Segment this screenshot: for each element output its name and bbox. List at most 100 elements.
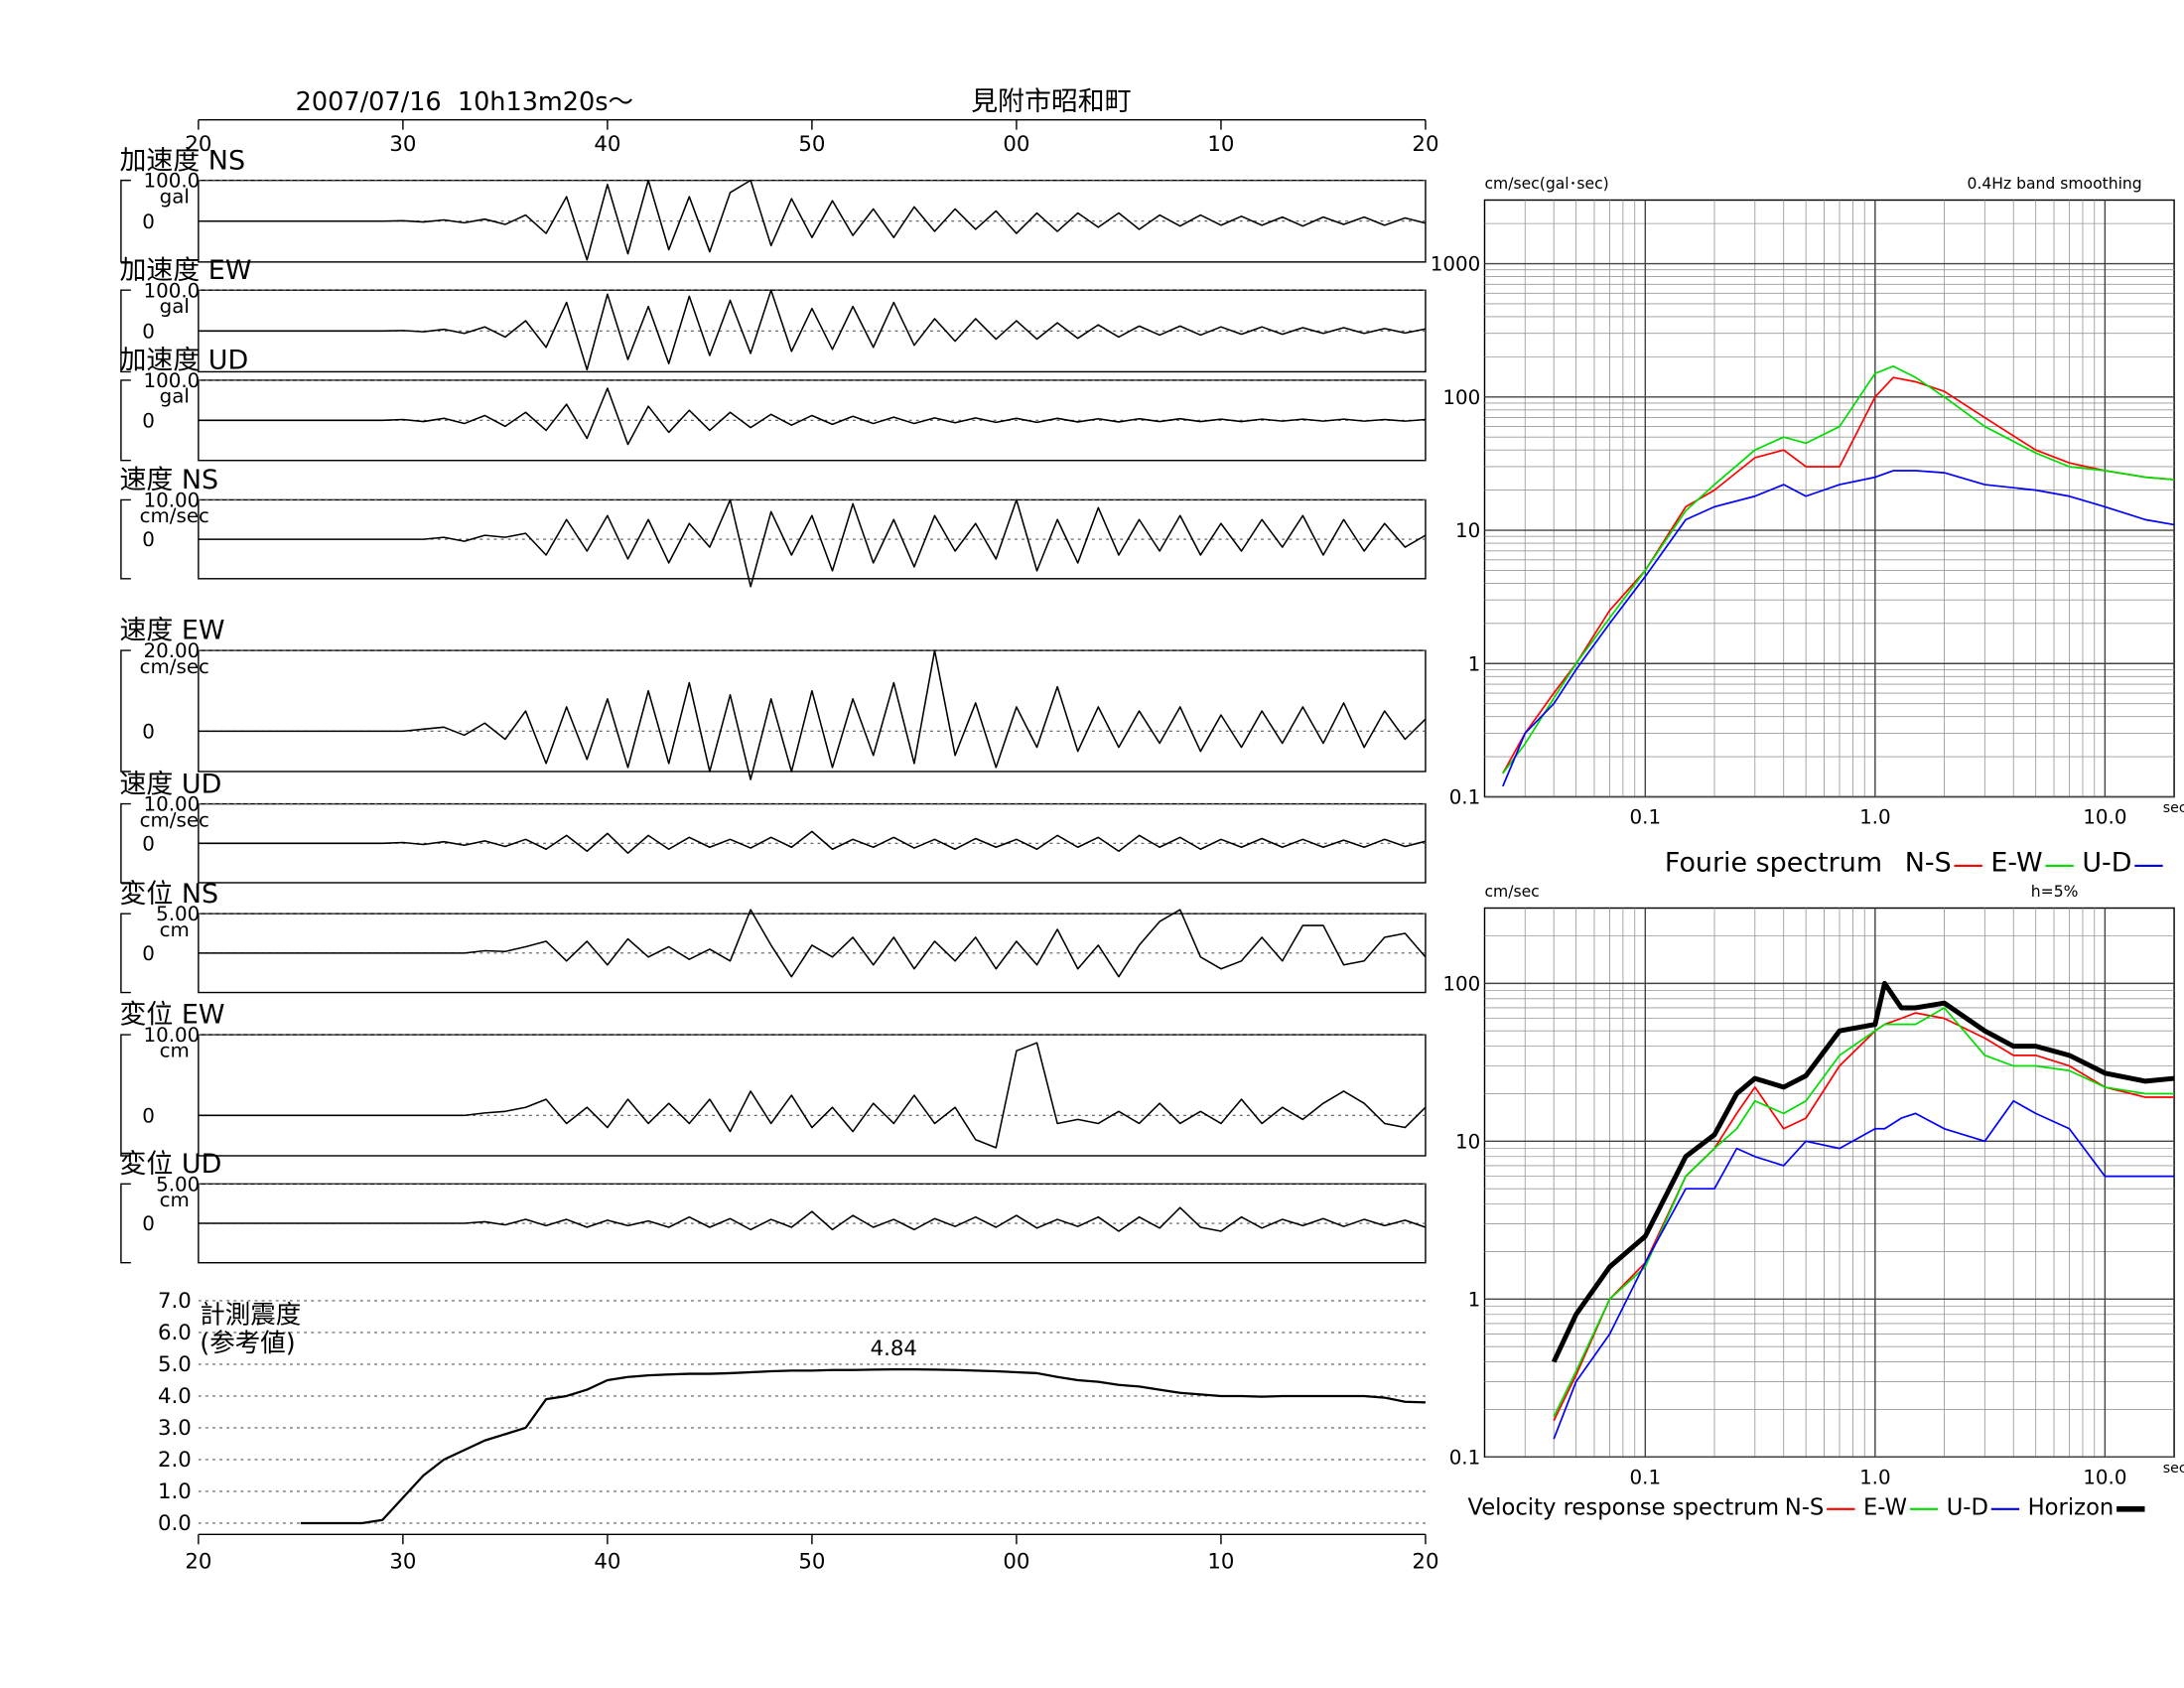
x-tick-label: 10 xyxy=(1207,132,1234,157)
peak-annotation: 4.84 xyxy=(871,1336,917,1361)
panel-title: 変位 NS xyxy=(119,879,218,910)
y-tick-label: 0 xyxy=(142,320,155,343)
panel-bracket xyxy=(120,289,131,373)
y-tick-label: 100 xyxy=(1442,972,1480,995)
x-tick-label: 10.0 xyxy=(2083,1466,2126,1488)
panel-unit: cm/sec xyxy=(140,808,209,831)
x-tick-label: 40 xyxy=(594,132,620,157)
waveform-trace xyxy=(198,387,1427,446)
panel-title: 速度 EW xyxy=(119,616,224,646)
series-line xyxy=(1553,1007,2175,1418)
panel-bracket xyxy=(120,649,131,773)
panel-unit: cm xyxy=(160,918,190,941)
y-tick-label: 10.00 xyxy=(144,793,201,816)
y-tick-label: 0 xyxy=(142,1212,155,1235)
y-tick-label: 0.1 xyxy=(1449,1446,1481,1469)
panel-unit: gal xyxy=(160,385,190,408)
legend-title: Velocity response spectrum xyxy=(1467,1494,1779,1520)
series-line xyxy=(1553,1099,2175,1440)
x-tick-label: 50 xyxy=(798,1549,825,1574)
x-tick-label: 20 xyxy=(185,132,211,157)
y-tick-label: 0.0 xyxy=(158,1511,192,1536)
panel-title: 速度 NS xyxy=(119,465,218,495)
x-tick-label: 20 xyxy=(1412,132,1438,157)
y-tick-label: 0.1 xyxy=(1449,786,1481,809)
x-tick-label: 20 xyxy=(1412,1549,1438,1574)
legend-label: N-S xyxy=(1905,848,1952,879)
x-tick-label: 10.0 xyxy=(2083,805,2126,828)
series-line xyxy=(300,1367,1426,1525)
y-tick-label: 5.0 xyxy=(158,1352,192,1377)
legend-label: U-D xyxy=(2082,848,2131,879)
panel-bracket xyxy=(120,179,131,263)
panel-unit: cm xyxy=(160,1040,190,1062)
y-tick-label: 10 xyxy=(1455,1130,1480,1153)
series-line xyxy=(1502,364,2175,774)
y-tick-label: 100 xyxy=(1442,386,1480,409)
y-tick-label: 1.0 xyxy=(158,1479,192,1504)
y-tick-label: 7.0 xyxy=(158,1289,192,1314)
waveform-trace xyxy=(198,289,1427,371)
chart-note: 0.4Hz band smoothing xyxy=(1967,175,2141,193)
waveform-trace xyxy=(198,498,1427,588)
panel-bracket xyxy=(120,1034,131,1157)
x-tick-label: 0.1 xyxy=(1630,1466,1662,1488)
panel-unit: gal xyxy=(160,185,190,208)
waveform-trace xyxy=(198,1042,1427,1149)
chart-note: h=5% xyxy=(2031,883,2079,901)
y-tick-label: 0 xyxy=(142,211,155,233)
panel-bracket xyxy=(120,1183,131,1264)
legend-label: E-W xyxy=(1863,1494,1907,1520)
x-tick-label: 00 xyxy=(1003,1549,1029,1574)
panel-bracket xyxy=(120,498,131,580)
y-tick-label: 3.0 xyxy=(158,1416,192,1441)
chart-subtitle: (参考値) xyxy=(200,1329,295,1358)
legend-title: Fourie spectrum xyxy=(1665,848,1882,879)
y-tick-label: 100.0 xyxy=(144,279,201,302)
x-tick-label: 30 xyxy=(389,132,416,157)
y-tick-label: 5.00 xyxy=(156,903,200,925)
y-tick-label: 4.0 xyxy=(158,1384,192,1409)
panel-unit: cm/sec xyxy=(140,504,209,527)
x-tick-label: 0.1 xyxy=(1630,805,1662,828)
x-axis-unit: sec xyxy=(2163,1461,2184,1477)
y-tick-label: 0 xyxy=(142,832,155,855)
y-tick-label: 1 xyxy=(1468,652,1481,675)
y-tick-label: 10.00 xyxy=(144,1024,201,1047)
x-tick-label: 40 xyxy=(594,1549,620,1574)
y-tick-label: 100.0 xyxy=(144,170,201,193)
waveform-trace xyxy=(198,649,1427,780)
y-tick-label: 10.00 xyxy=(144,490,201,512)
record-time: 2007/07/16 10h13m20s〜 xyxy=(296,87,633,117)
panel-bracket xyxy=(120,379,131,462)
y-tick-label: 0 xyxy=(142,942,155,965)
y-tick-label: 0 xyxy=(142,720,155,743)
legend-label: Horizon xyxy=(2028,1494,2115,1520)
y-tick-label: 20.00 xyxy=(144,639,201,662)
panel-unit: gal xyxy=(160,295,190,318)
y-tick-label: 2.0 xyxy=(158,1448,192,1473)
x-tick-label: 10 xyxy=(1207,1549,1234,1574)
x-tick-label: 1.0 xyxy=(1859,1466,1891,1488)
x-tick-label: 50 xyxy=(798,132,825,157)
x-tick-label: 20 xyxy=(185,1549,211,1574)
panel-bracket xyxy=(120,913,131,994)
y-tick-label: 0 xyxy=(142,409,155,432)
waveform-trace xyxy=(198,830,1427,854)
panel-title: 加速度 EW xyxy=(119,255,251,286)
panel-title: 変位 EW xyxy=(119,1000,224,1031)
panel-title: 変位 UD xyxy=(119,1149,221,1180)
y-tick-label: 0 xyxy=(142,528,155,551)
legend-label: E-W xyxy=(1990,848,2042,879)
waveform-trace xyxy=(198,909,1427,978)
panel-bracket xyxy=(120,802,131,884)
x-tick-label: 00 xyxy=(1003,132,1029,157)
y-tick-label: 6.0 xyxy=(158,1321,192,1345)
y-tick-label: 0 xyxy=(142,1104,155,1127)
legend-label: N-S xyxy=(1785,1494,1825,1520)
y-axis-unit: cm/sec(gal･sec) xyxy=(1484,175,1608,193)
y-tick-label: 100.0 xyxy=(144,369,201,392)
panel-title: 加速度 NS xyxy=(119,145,245,176)
panel-title: 加速度 UD xyxy=(119,346,248,376)
